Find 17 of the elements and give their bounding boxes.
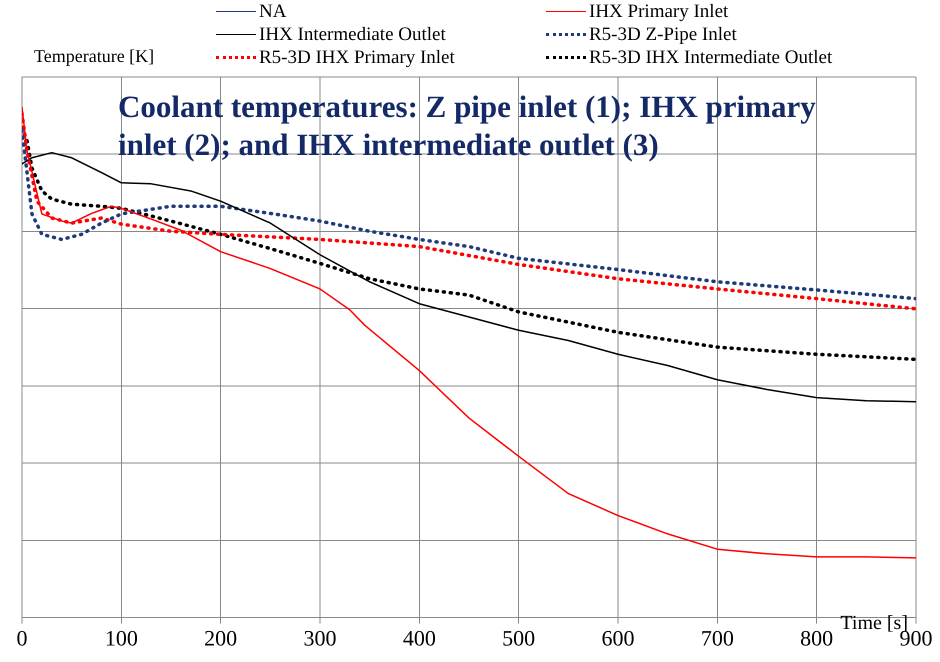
chart-title: Coolant temperatures: Z pipe inlet (1); IHX primary inlet (2); and IHX intermediate outlet (3) <box>118 88 817 164</box>
x-tick-label: 200 <box>204 626 238 651</box>
x-tick-label: 0 <box>16 626 28 651</box>
legend-label: IHX Primary Inlet <box>589 0 728 23</box>
x-tick-label: 100 <box>104 626 138 651</box>
x-tick-label: 800 <box>800 626 834 651</box>
y-axis-title: Temperature [K] <box>34 46 154 67</box>
legend-label: R5-3D Z-Pipe Inlet <box>589 23 737 46</box>
x-tick-label: 500 <box>502 626 536 651</box>
legend-label: R5-3D IHX Primary Inlet <box>259 46 455 69</box>
x-tick-label: 300 <box>304 626 336 651</box>
legend-label: IHX Intermediate Outlet <box>259 23 446 46</box>
x-tick-label: 600 <box>602 626 634 651</box>
x-tick-label: 400 <box>402 626 436 651</box>
legend-label: R5-3D IHX Intermediate Outlet <box>589 46 832 69</box>
x-tick-label: 700 <box>700 626 734 651</box>
legend-label: NA <box>259 0 286 23</box>
